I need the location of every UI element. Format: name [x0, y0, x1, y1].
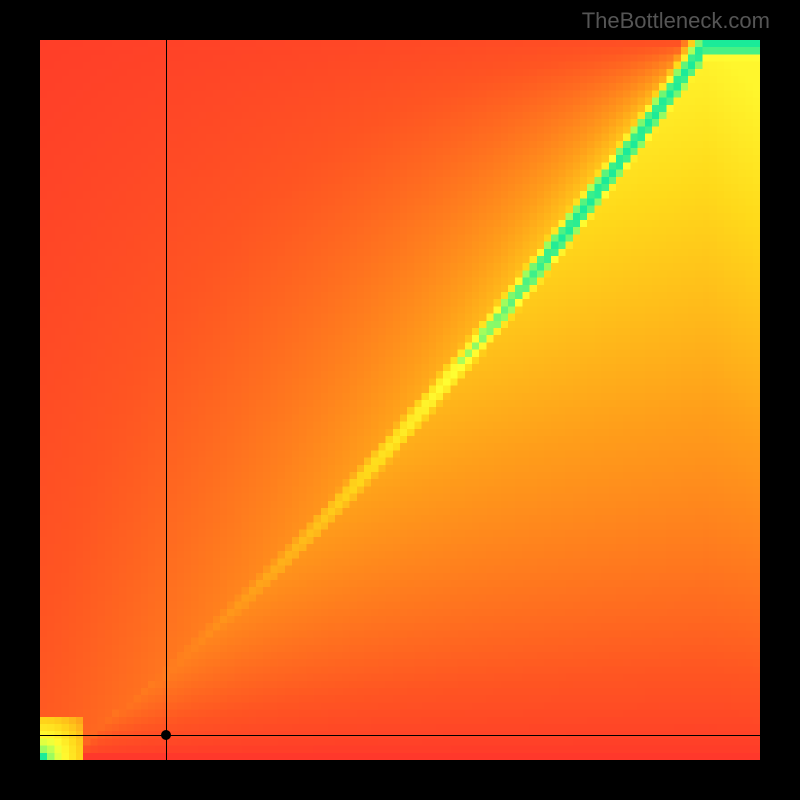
watermark-text: TheBottleneck.com: [582, 8, 770, 34]
crosshair-horizontal: [40, 735, 760, 736]
heatmap-canvas: [40, 40, 760, 760]
crosshair-vertical: [166, 40, 167, 760]
heatmap-plot: [40, 40, 760, 760]
crosshair-marker: [161, 730, 171, 740]
